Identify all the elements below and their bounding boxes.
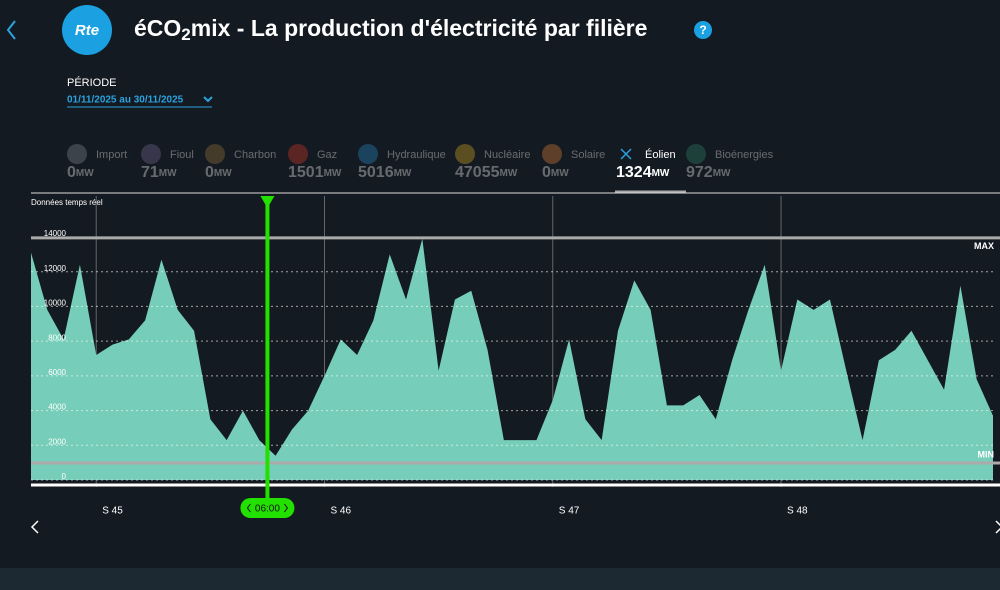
logo (62, 5, 112, 55)
filiere-name: Fioul (170, 149, 194, 161)
filiere-icon (542, 144, 562, 164)
filiere-icon (205, 144, 225, 164)
filiere-value: 0MW (542, 164, 569, 181)
filiere-name: Éolien (645, 148, 676, 161)
help-icon[interactable] (694, 21, 712, 39)
filiere-icon (141, 144, 161, 164)
filiere-name: Nucléaire (484, 149, 530, 161)
y-tick-label: 4000 (48, 403, 66, 412)
value: 47055 (455, 164, 500, 181)
unit: MW (76, 168, 94, 179)
logo-text: Rte (75, 22, 99, 39)
y-tick-label: 8000 (48, 333, 66, 342)
min-label: MIN (978, 449, 995, 459)
cursor-label: 06:00 (255, 504, 280, 515)
value: 0 (67, 164, 76, 181)
filiere-icon (686, 144, 706, 164)
unit: MW (324, 168, 342, 179)
value: 0 (542, 164, 551, 181)
filiere-name: Gaz (317, 149, 337, 161)
x-tick-label: S 47 (559, 506, 580, 517)
filiere-name: Hydraulique (387, 149, 446, 161)
y-tick-label: 14000 (44, 229, 67, 238)
value: 1324 (616, 164, 652, 181)
filiere[interactable]: Gaz 1501MW (288, 144, 342, 181)
x-tick-label: S 48 (787, 506, 808, 517)
unit: MW (394, 168, 412, 179)
x-tick-label: S 46 (330, 506, 351, 517)
cursor-handle[interactable] (260, 196, 275, 208)
y-tick-label: 6000 (48, 368, 66, 377)
filiere-value: 972MW (686, 164, 731, 181)
filiere[interactable]: Éolien 1324MW (615, 148, 686, 194)
value: 0 (205, 164, 214, 181)
title-part: éCO (134, 15, 181, 41)
filiere-icon (288, 144, 308, 164)
filiere-name: Solaire (571, 149, 605, 161)
value: 71 (141, 164, 159, 181)
cursor-arrows (246, 503, 289, 513)
filiere[interactable]: Nucléaire 47055MW (455, 144, 530, 181)
filiere-value: 5016MW (358, 164, 412, 181)
value: 1501 (288, 164, 324, 181)
filiere-value: 0MW (67, 164, 94, 181)
filiere[interactable]: Hydraulique 5016MW (358, 144, 446, 181)
value: 972 (686, 164, 713, 181)
filiere-icon (358, 144, 378, 164)
y-tick-label: 0 (62, 472, 67, 481)
title-sub: 2 (181, 25, 190, 44)
cursor-pill[interactable] (240, 498, 295, 518)
filiere-value: 47055MW (455, 164, 518, 181)
chart: Données temps réel S 45 S 46 S 47 S 48 0 2000 4… (31, 192, 1000, 518)
area (31, 238, 993, 480)
y-tick-label: 12000 (44, 264, 67, 273)
unit: MW (500, 168, 518, 179)
page-title: éCO2mix - La production d'électricité pa… (134, 15, 647, 44)
filiere-value: 71MW (141, 164, 177, 181)
chart-subtitle: Données temps réel (31, 198, 103, 207)
filiere-value: 1501MW (288, 164, 342, 181)
filiere-name: Import (96, 149, 127, 161)
filiere-icon (620, 148, 632, 160)
filiere-icon (455, 144, 475, 164)
filieres: Import0MWFioul71MWCharbon0MWGaz1501MWHyd… (67, 144, 774, 194)
period-value[interactable]: 01/11/2025 au 30/11/2025 (67, 95, 184, 106)
unit: MW (652, 168, 670, 179)
filiere[interactable]: Fioul 71MW (141, 144, 194, 181)
y-tick-label: 10000 (44, 299, 67, 308)
filiere-name: Charbon (234, 149, 276, 161)
help-text: ? (699, 23, 706, 37)
max-label: MAX (974, 241, 994, 251)
x-tick-label: S 45 (102, 506, 123, 517)
prev-button[interactable] (30, 520, 39, 534)
period-chevron[interactable] (203, 96, 213, 103)
unit: MW (713, 168, 731, 179)
unit: MW (159, 168, 177, 179)
y-tick-label: 2000 (48, 437, 66, 446)
unit: MW (551, 168, 569, 179)
filiere-icon (67, 144, 87, 164)
filiere-name: Bioénergies (715, 149, 774, 161)
filiere-value: 0MW (205, 164, 232, 181)
next-button[interactable] (995, 520, 1000, 534)
back-button[interactable] (6, 20, 16, 40)
title-part: mix - La production d'électricité par fi… (191, 15, 648, 41)
unit: MW (214, 168, 232, 179)
period-label: PÉRIODE (67, 76, 117, 89)
footer-band (0, 568, 1000, 590)
filiere-value: 1324MW (616, 164, 670, 181)
value: 5016 (358, 164, 394, 181)
